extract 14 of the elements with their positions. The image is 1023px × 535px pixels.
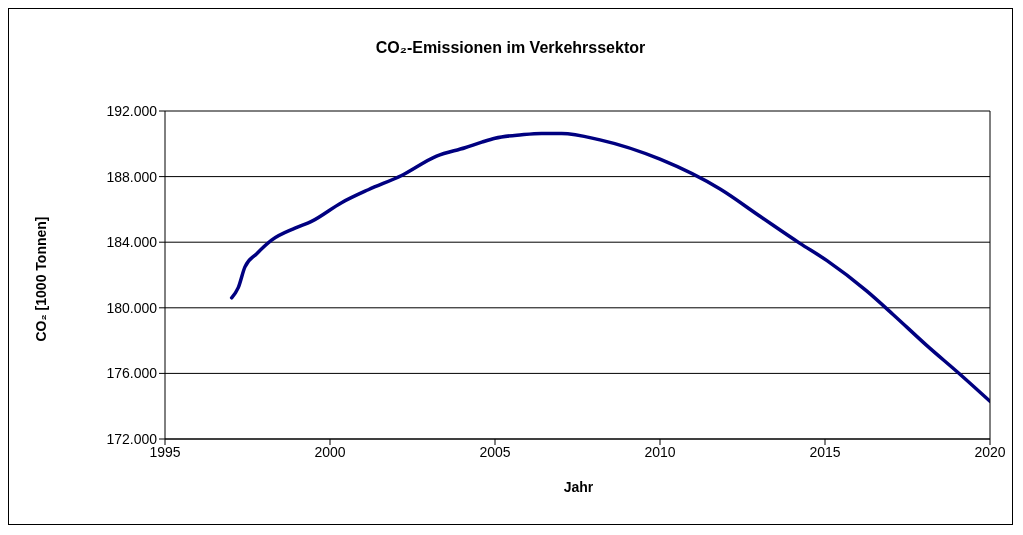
x-tick-label: 2015 xyxy=(809,443,841,460)
y-tick-label: 176.000 xyxy=(106,365,158,382)
chart-title: CO₂-Emissionen im Verkehrssektor xyxy=(374,39,647,57)
x-axis-title: Jahr xyxy=(562,479,595,495)
x-tick-label: 2005 xyxy=(479,443,511,460)
x-tick-label: 2020 xyxy=(974,443,1006,460)
y-tick-label: 184.000 xyxy=(106,234,158,251)
y-axis-title: CO₂ [1000 Tonnen] xyxy=(33,216,49,342)
y-tick-label: 188.000 xyxy=(106,168,158,185)
y-tick-label: 192.000 xyxy=(106,102,158,119)
x-tick-label: 2010 xyxy=(644,443,676,460)
x-tick-label: 2000 xyxy=(314,443,346,460)
line-series xyxy=(229,131,990,404)
y-tick-label: 180.000 xyxy=(106,299,158,316)
